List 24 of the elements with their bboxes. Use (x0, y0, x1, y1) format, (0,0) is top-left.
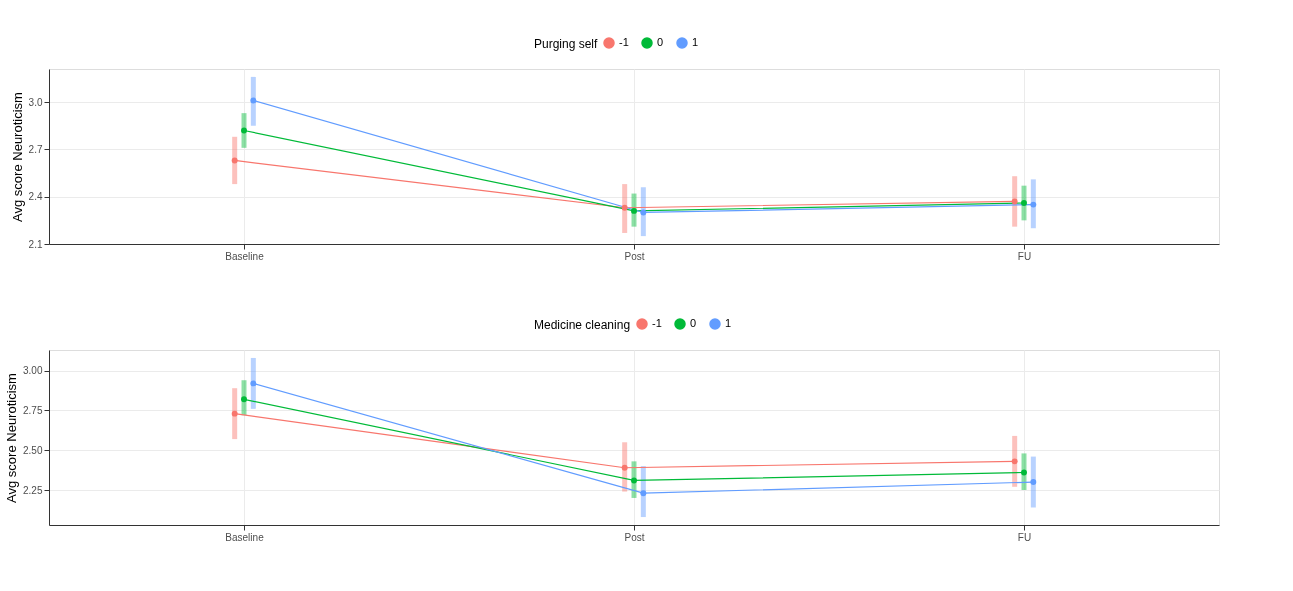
y-tick-label: 2.1 (28, 238, 43, 250)
legend-label: 1 (692, 36, 699, 48)
y-tick-label: 2.50 (23, 444, 43, 456)
y-tick-label: 3.0 (28, 96, 43, 108)
y-axis-title: Avg score Neuroticism (4, 373, 20, 503)
legend-label: -1 (652, 317, 662, 329)
y-tick-label: 3.00 (23, 365, 43, 377)
x-tick-label: Baseline (225, 250, 265, 262)
x-tick-label: Post (624, 531, 645, 543)
legend-title: Medicine cleaning (534, 318, 631, 332)
legend-label: 0 (657, 36, 664, 48)
x-tick-label: FU (1017, 250, 1032, 262)
y-tick-label: 2.4 (28, 191, 43, 203)
x-tick-label: FU (1017, 531, 1032, 543)
y-axis-title: Avg score Neuroticism (9, 92, 25, 222)
x-tick-label: Post (624, 250, 645, 262)
y-tick-label: 2.7 (28, 143, 43, 155)
y-tick-label: 2.75 (23, 404, 43, 416)
legend-label: -1 (619, 36, 629, 48)
legend-title: Purging self (534, 37, 599, 51)
y-tick-label: 2.25 (23, 484, 43, 496)
legend-label: 0 (690, 317, 697, 329)
x-tick-label: Baseline (225, 531, 265, 543)
legend-label: 1 (725, 317, 732, 329)
